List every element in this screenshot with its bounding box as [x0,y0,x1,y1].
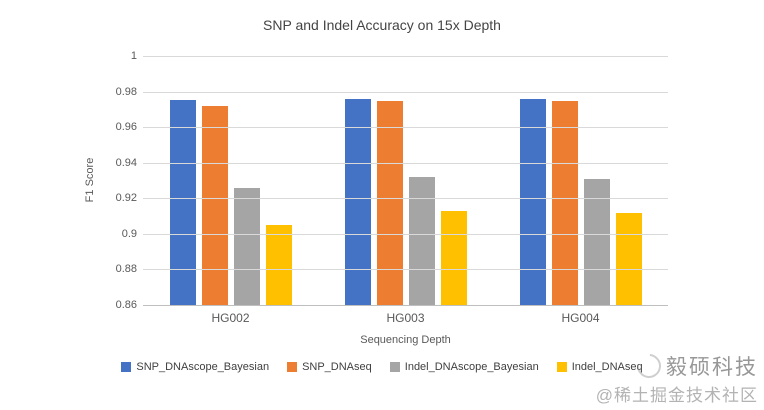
x-axis-line [143,305,668,306]
y-tick-label: 0.9 [121,227,137,240]
bar-Indel_DNAseq-HG004 [615,212,642,305]
category-label-HG003: HG003 [386,311,425,325]
legend-swatch-icon [121,362,132,372]
legend-item-SNP_DNAseq: SNP_DNAseq [287,361,372,373]
bar-SNP_DNAseq-HG004 [551,101,578,305]
legend-item-Indel_DNAseq: Indel_DNAseq [556,361,643,373]
bar-group-HG003 [318,56,493,305]
y-tick-label: 1 [130,50,137,62]
watermark-community: @稀土掘金技术社区 [595,386,758,405]
y-tick-label: 0.88 [115,263,137,276]
gridline [143,233,668,235]
chart-title: SNP and Indel Accuracy on 15x Depth [263,17,501,33]
y-tick-label: 0.96 [115,121,137,134]
bar-Indel_DNAseq-HG002 [265,224,292,305]
legend-label: Indel_DNAseq [571,361,643,373]
y-tick-label: 0.92 [115,192,137,205]
gridline [143,198,668,200]
bar-SNP_DNAscope_Bayesian-HG004 [519,98,546,305]
legend-swatch-icon [556,362,567,372]
gridline [143,56,668,57]
bar-SNP_DNAseq-HG003 [376,101,403,305]
y-tick-label: 0.94 [115,156,137,169]
bar-Indel_DNAseq-HG003 [440,210,467,305]
legend-label: SNP_DNAseq [302,361,372,373]
bar-group-HG002 [143,56,318,305]
y-axis-tick-labels: 1 0.98 0.96 0.94 0.92 0.9 0.88 0.86 [95,50,137,311]
bar-SNP_DNAseq-HG002 [201,105,228,305]
bar-SNP_DNAscope_Bayesian-HG002 [169,100,196,305]
watermark-brand: 毅硕科技 [666,356,758,379]
plot-area [143,56,668,306]
x-axis-category-labels: HG002 HG003 HG004 [143,311,668,325]
gridline [143,162,668,164]
legend-label: Indel_DNAscope_Bayesian [404,361,539,373]
category-label-HG002: HG002 [211,311,250,325]
x-axis-title: Sequencing Depth [360,334,451,346]
watermark-line1: 毅硕科技 [596,349,758,383]
legend-item-SNP_DNAscope_Bayesian: SNP_DNAscope_Bayesian [121,361,269,373]
legend-label: SNP_DNAscope_Bayesian [136,361,270,373]
legend-swatch-icon [287,362,298,372]
category-label-HG004: HG004 [561,311,600,325]
y-tick-label: 0.98 [115,85,137,98]
legend: SNP_DNAscope_Bayesian SNP_DNAseq Indel_DNA… [0,361,764,373]
gridline [143,269,668,271]
watermark-logo-icon [632,349,666,383]
bar-group-HG004 [493,56,668,305]
y-tick-label: 0.86 [115,299,137,311]
gridline [143,91,668,93]
bar-Indel_DNAscope_Bayesian-HG004 [583,178,610,305]
bar-Indel_DNAscope_Bayesian-HG003 [408,176,435,305]
legend-swatch-icon [389,362,400,372]
watermark: 毅硕科技 @稀土掘金技术社区 [595,349,758,406]
bar-groups [143,56,668,305]
gridline [143,127,668,129]
bar-SNP_DNAscope_Bayesian-HG003 [344,98,371,305]
legend-item-Indel_DNAscope_Bayesian: Indel_DNAscope_Bayesian [389,361,539,373]
bar-Indel_DNAscope_Bayesian-HG002 [233,187,260,305]
